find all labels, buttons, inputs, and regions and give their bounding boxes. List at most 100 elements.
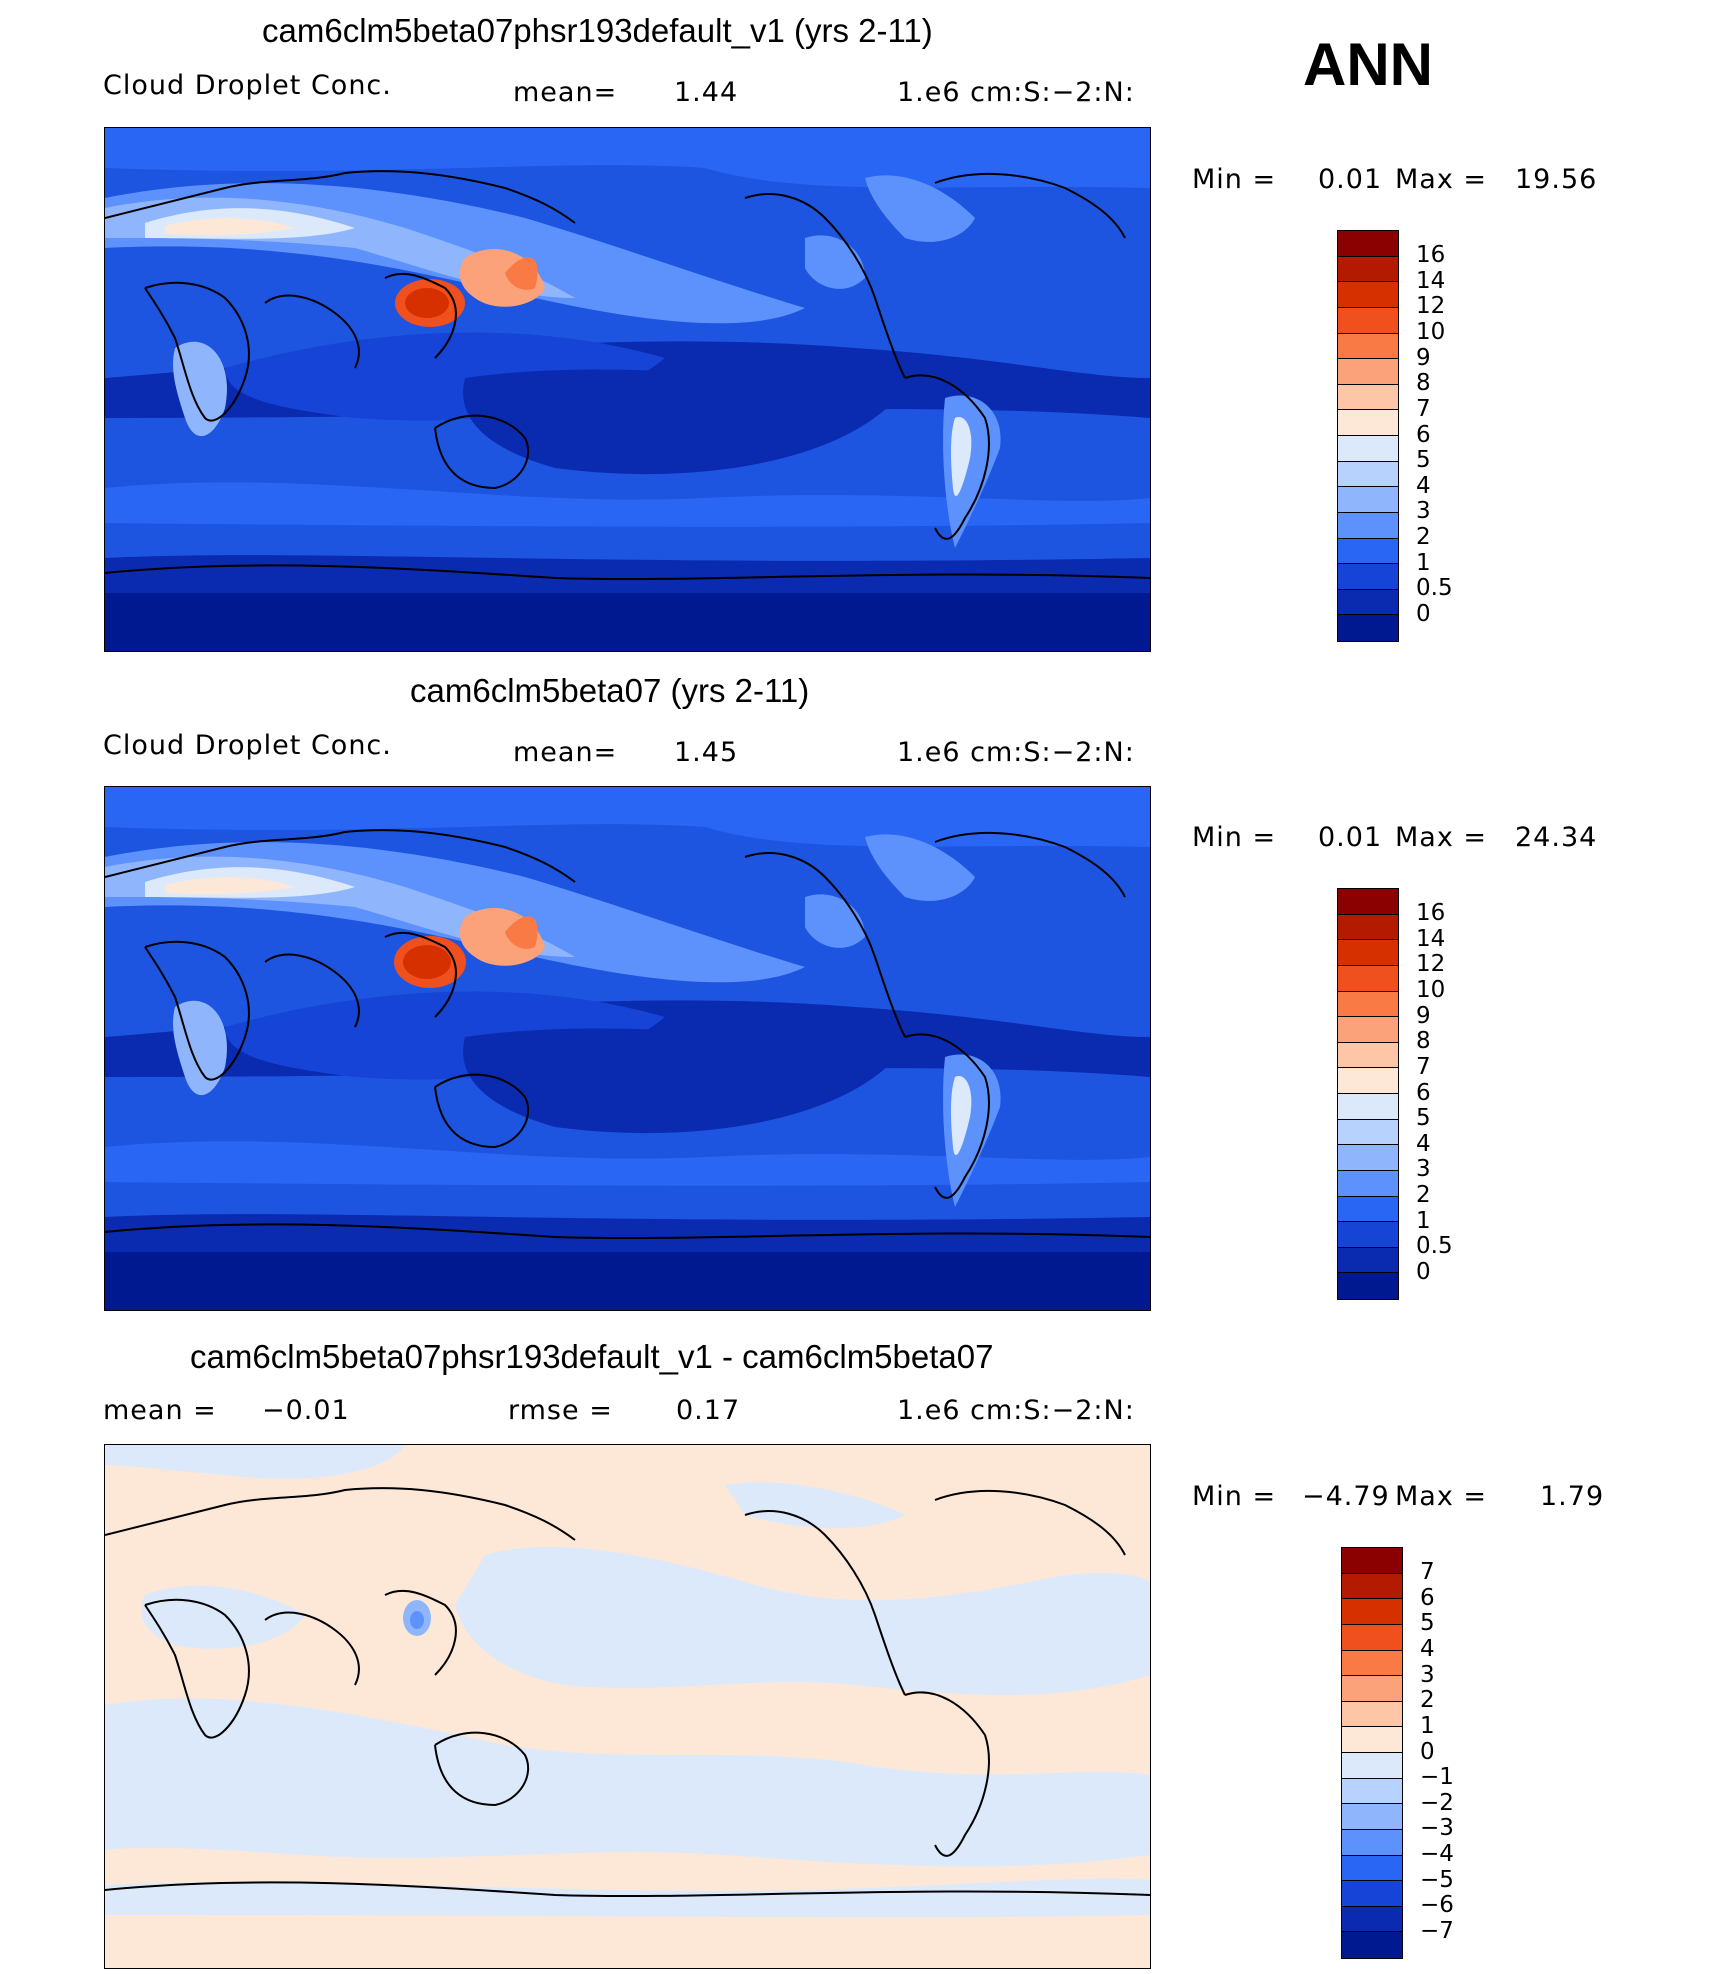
panel2-colorbar-labels: 16 14 12 10 9 8 7 6 5 4 3 2 1 0.5 0: [1416, 888, 1476, 1298]
colorbar-swatch: [1338, 384, 1398, 411]
colorbar-swatch: [1338, 914, 1398, 941]
panel1-colorbar-labels: 16 14 12 10 9 8 7 6 5 4 3 2 1 0.5 0: [1416, 230, 1476, 640]
colorbar-label: 2: [1416, 1182, 1431, 1208]
colorbar-swatch: [1338, 1273, 1398, 1299]
colorbar-swatch: [1338, 1145, 1398, 1171]
colorbar-label: 3: [1420, 1661, 1435, 1688]
panel1-coastlines: [105, 170, 1150, 581]
panel3-coastlines: [105, 1487, 1150, 1898]
panel2-variable-label: Cloud Droplet Conc.: [103, 730, 392, 761]
colorbar-label: 0: [1420, 1738, 1435, 1765]
colorbar-swatch: [1338, 1222, 1398, 1248]
panel3-field-contours: [105, 1445, 1150, 1918]
colorbar-label: 4: [1420, 1636, 1435, 1662]
colorbar-swatch: [1342, 1906, 1402, 1933]
colorbar-label: 1: [1420, 1712, 1435, 1739]
colorbar-swatch: [1338, 410, 1398, 436]
panel1-title: cam6clm5beta07phsr193default_v1 (yrs 2-1…: [262, 12, 933, 49]
panel3-units: 1.e6 cm:S:−2:N:: [897, 1395, 1135, 1426]
colorbar-swatch: [1338, 512, 1398, 539]
colorbar-label: 16: [1416, 900, 1446, 927]
colorbar-swatch: [1338, 256, 1398, 283]
panel1-mean-value: 1.44: [674, 77, 739, 108]
panel1-max-value: 19.56: [1515, 164, 1598, 195]
colorbar-swatch: [1342, 1573, 1402, 1600]
colorbar-swatch: [1338, 889, 1398, 915]
panel2-mean-label: mean=: [513, 737, 618, 768]
colorbar-swatch: [1342, 1727, 1402, 1753]
season-label: ANN: [1303, 31, 1433, 98]
panel2-coastlines: [105, 829, 1150, 1240]
colorbar-swatch: [1338, 991, 1398, 1018]
panel1-mean-label: mean=: [513, 77, 618, 108]
colorbar-label: −5: [1420, 1866, 1454, 1893]
colorbar-label: 1: [1416, 549, 1431, 576]
colorbar-label: 3: [1416, 498, 1431, 525]
colorbar-label: 6: [1420, 1584, 1435, 1611]
colorbar-label: 4: [1416, 472, 1431, 499]
panel2-map: [104, 786, 1151, 1311]
colorbar-swatch: [1338, 940, 1398, 966]
colorbar-swatch: [1338, 615, 1398, 641]
panel3-max-label: Max =: [1395, 1481, 1488, 1512]
colorbar-swatch: [1342, 1701, 1402, 1728]
panel2-min-label: Min =: [1192, 822, 1277, 853]
colorbar-swatch: [1342, 1881, 1402, 1907]
colorbar-label: 10: [1416, 977, 1446, 1003]
colorbar-swatch: [1338, 564, 1398, 590]
colorbar-label: 0: [1416, 600, 1431, 627]
panel3-mean-label: mean =: [103, 1395, 217, 1426]
colorbar-swatch: [1338, 1119, 1398, 1146]
panel2-mean-value: 1.45: [674, 737, 739, 768]
colorbar-swatch: [1342, 1855, 1402, 1882]
colorbar-swatch: [1342, 1753, 1402, 1779]
colorbar-label: 6: [1416, 421, 1431, 448]
colorbar-swatch: [1338, 359, 1398, 385]
panel2-units: 1.e6 cm:S:−2:N:: [897, 737, 1135, 768]
panel3-colorbar-labels: 7 6 5 4 3 2 1 0 −1 −2 −3 −4 −5 −6 −7: [1420, 1547, 1480, 1957]
panel2-max-label: Max =: [1395, 822, 1488, 853]
panel2-max-value: 24.34: [1515, 822, 1598, 853]
panel3-map: [104, 1444, 1151, 1969]
colorbar-label: 7: [1416, 395, 1431, 422]
panel1-max-label: Max =: [1395, 164, 1488, 195]
colorbar-label: −1: [1420, 1764, 1454, 1791]
colorbar-label: 12: [1416, 951, 1446, 978]
panel1-map: [104, 127, 1151, 652]
colorbar-label: 0.5: [1416, 1233, 1453, 1260]
colorbar-swatch: [1338, 1042, 1398, 1069]
panel1-variable-label: Cloud Droplet Conc.: [103, 70, 392, 101]
colorbar-label: 7: [1420, 1559, 1435, 1586]
colorbar-label: 5: [1416, 447, 1431, 474]
panel3-title: cam6clm5beta07phsr193default_v1 - cam6cl…: [190, 1338, 994, 1375]
panel3-min-value: −4.79: [1302, 1481, 1390, 1512]
colorbar-label: −4: [1420, 1841, 1454, 1867]
colorbar-swatch: [1338, 1247, 1398, 1274]
colorbar-label: −7: [1420, 1917, 1454, 1944]
colorbar-swatch: [1342, 1650, 1402, 1677]
colorbar-label: −3: [1420, 1815, 1454, 1842]
colorbar-swatch: [1342, 1778, 1402, 1805]
panel2-min-value: 0.01: [1318, 822, 1383, 853]
panel3-colorbar: [1341, 1547, 1403, 1959]
colorbar-swatch: [1338, 461, 1398, 488]
panel3-max-value: 1.79: [1540, 1481, 1605, 1512]
colorbar-label: 5: [1420, 1610, 1435, 1637]
colorbar-swatch: [1342, 1829, 1402, 1856]
colorbar-label: 5: [1416, 1105, 1431, 1132]
colorbar-label: 9: [1416, 1002, 1431, 1029]
panel3-mean-value: −0.01: [262, 1395, 350, 1426]
panel1-field-contours: [105, 128, 1150, 651]
colorbar-swatch: [1338, 307, 1398, 334]
panel3-rmse-label: rmse =: [508, 1395, 613, 1426]
colorbar-swatch: [1338, 965, 1398, 992]
colorbar-swatch: [1338, 333, 1398, 360]
panel1-min-value: 0.01: [1318, 164, 1383, 195]
colorbar-swatch: [1342, 1676, 1402, 1702]
colorbar-label: −2: [1420, 1789, 1454, 1816]
colorbar-swatch: [1338, 1017, 1398, 1043]
colorbar-swatch: [1338, 231, 1398, 257]
colorbar-label: 16: [1416, 242, 1446, 269]
colorbar-swatch: [1342, 1804, 1402, 1830]
colorbar-label: 9: [1416, 344, 1431, 371]
